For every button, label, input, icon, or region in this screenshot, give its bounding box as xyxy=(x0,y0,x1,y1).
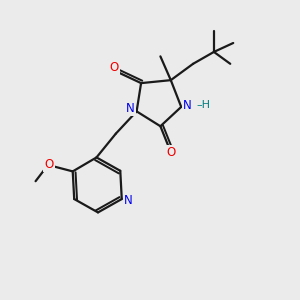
Text: –H: –H xyxy=(196,100,211,110)
Text: O: O xyxy=(44,158,54,171)
Text: O: O xyxy=(110,61,119,74)
Text: N: N xyxy=(183,99,192,112)
Text: N: N xyxy=(124,194,133,207)
Text: O: O xyxy=(166,146,176,159)
Text: N: N xyxy=(126,102,135,115)
